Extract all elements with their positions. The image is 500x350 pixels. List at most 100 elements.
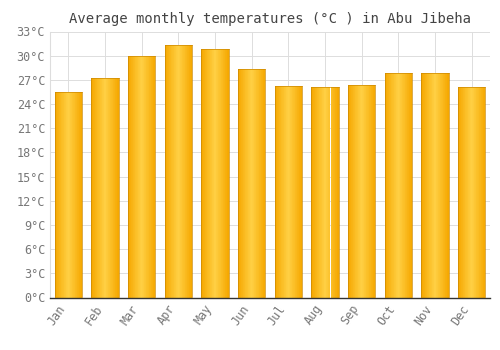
Bar bbox=[374, 85, 376, 298]
Bar bbox=[217, 49, 218, 298]
Bar bbox=[109, 78, 110, 298]
Bar bbox=[74, 92, 75, 298]
Bar bbox=[278, 85, 280, 298]
Bar bbox=[285, 85, 286, 298]
Bar bbox=[328, 87, 329, 298]
Bar bbox=[332, 87, 333, 298]
Bar bbox=[443, 74, 444, 298]
Bar bbox=[460, 87, 462, 298]
Bar bbox=[325, 87, 326, 298]
Bar bbox=[323, 87, 324, 298]
Bar bbox=[300, 85, 302, 298]
Bar bbox=[216, 49, 217, 298]
Bar bbox=[394, 72, 395, 298]
Bar bbox=[219, 49, 220, 298]
Bar bbox=[256, 69, 257, 297]
Bar bbox=[364, 85, 365, 298]
Bar bbox=[251, 69, 252, 297]
Bar bbox=[70, 92, 71, 298]
Bar bbox=[209, 49, 210, 298]
Bar bbox=[148, 56, 149, 298]
Bar bbox=[421, 74, 422, 298]
Bar bbox=[97, 78, 98, 298]
Bar bbox=[458, 87, 460, 298]
Bar bbox=[403, 72, 404, 298]
Bar bbox=[350, 85, 352, 298]
Bar bbox=[222, 49, 223, 298]
Bar bbox=[114, 78, 116, 298]
Bar bbox=[175, 45, 176, 298]
Bar bbox=[287, 85, 288, 298]
Bar bbox=[357, 85, 358, 298]
Bar bbox=[168, 45, 170, 298]
Bar bbox=[190, 45, 192, 298]
Bar bbox=[465, 87, 466, 298]
Bar bbox=[276, 85, 278, 298]
Bar bbox=[60, 92, 61, 298]
Bar bbox=[262, 69, 264, 297]
Bar bbox=[360, 85, 361, 298]
Bar bbox=[173, 45, 174, 298]
Bar bbox=[71, 92, 72, 298]
Bar bbox=[354, 85, 355, 298]
Bar bbox=[336, 87, 338, 298]
Bar bbox=[469, 87, 470, 298]
Title: Average monthly temperatures (°C ) in Abu Jibeha: Average monthly temperatures (°C ) in Ab… bbox=[69, 12, 471, 26]
Bar bbox=[63, 92, 64, 298]
Bar bbox=[201, 49, 202, 298]
Bar bbox=[171, 45, 172, 298]
Bar bbox=[312, 87, 314, 298]
Bar bbox=[352, 85, 354, 298]
Bar bbox=[292, 85, 293, 298]
Bar bbox=[431, 74, 432, 298]
Bar bbox=[218, 49, 219, 298]
Bar bbox=[408, 72, 410, 298]
Bar bbox=[69, 92, 70, 298]
Bar bbox=[386, 72, 388, 298]
Bar bbox=[274, 85, 276, 298]
Bar bbox=[56, 92, 58, 298]
Bar bbox=[103, 78, 104, 298]
Bar bbox=[128, 56, 130, 298]
Bar bbox=[110, 78, 111, 298]
Bar bbox=[472, 87, 473, 298]
Bar bbox=[319, 87, 320, 298]
Bar bbox=[365, 85, 366, 298]
Bar bbox=[311, 87, 312, 298]
Bar bbox=[359, 85, 360, 298]
Bar bbox=[424, 74, 426, 298]
Bar bbox=[348, 85, 350, 298]
Bar bbox=[294, 85, 295, 298]
Bar bbox=[58, 92, 59, 298]
Bar bbox=[404, 72, 405, 298]
Bar bbox=[393, 72, 394, 298]
Bar bbox=[242, 69, 244, 297]
Bar bbox=[321, 87, 322, 298]
Bar bbox=[135, 56, 136, 298]
Bar bbox=[320, 87, 321, 298]
Bar bbox=[402, 72, 403, 298]
Bar bbox=[188, 45, 190, 298]
Bar bbox=[183, 45, 184, 298]
Bar bbox=[479, 87, 480, 298]
Bar bbox=[430, 74, 431, 298]
Bar bbox=[146, 56, 147, 298]
Bar bbox=[322, 87, 323, 298]
Bar bbox=[182, 45, 183, 298]
Bar bbox=[291, 85, 292, 298]
Bar bbox=[366, 85, 367, 298]
Bar bbox=[289, 85, 290, 298]
Bar bbox=[395, 72, 396, 298]
Bar bbox=[136, 56, 137, 298]
Bar bbox=[138, 56, 139, 298]
Bar bbox=[130, 56, 132, 298]
Bar bbox=[484, 87, 486, 298]
Bar bbox=[290, 85, 291, 298]
Bar bbox=[248, 69, 249, 297]
Bar bbox=[334, 87, 336, 298]
Bar bbox=[480, 87, 482, 298]
Bar bbox=[204, 49, 206, 298]
Bar bbox=[215, 49, 216, 298]
Bar bbox=[206, 49, 207, 298]
Bar bbox=[314, 87, 316, 298]
